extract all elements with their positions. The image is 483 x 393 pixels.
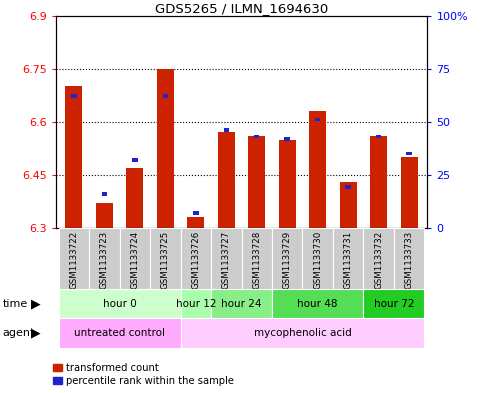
Text: hour 48: hour 48	[298, 299, 338, 309]
Bar	[309, 111, 326, 228]
Text: GSM1133722: GSM1133722	[70, 230, 78, 288]
Bar	[127, 168, 143, 228]
Text: GSM1133733: GSM1133733	[405, 230, 413, 288]
Bar	[132, 158, 138, 162]
Bar	[157, 69, 174, 228]
Text: GSM1133730: GSM1133730	[313, 230, 322, 288]
Bar	[181, 228, 211, 289]
Bar	[248, 136, 265, 228]
Bar	[302, 228, 333, 289]
Bar	[376, 134, 382, 138]
Legend: transformed count, percentile rank within the sample: transformed count, percentile rank withi…	[53, 363, 234, 386]
Text: GSM1133723: GSM1133723	[100, 230, 109, 288]
Text: hour 72: hour 72	[374, 299, 414, 309]
Bar	[315, 118, 320, 121]
Bar	[71, 94, 77, 98]
Bar	[187, 217, 204, 228]
Text: GSM1133729: GSM1133729	[283, 230, 292, 288]
Bar	[406, 152, 412, 155]
Bar	[181, 289, 211, 318]
Bar	[333, 228, 363, 289]
Bar	[345, 185, 351, 189]
Bar	[340, 182, 356, 228]
Bar	[193, 211, 199, 215]
Text: hour 24: hour 24	[221, 299, 262, 309]
Bar	[279, 140, 296, 228]
Text: GSM1133728: GSM1133728	[252, 230, 261, 288]
Bar	[218, 132, 235, 228]
Text: GSM1133724: GSM1133724	[130, 230, 139, 288]
Text: time: time	[2, 299, 28, 309]
Text: GSM1133727: GSM1133727	[222, 230, 231, 288]
Text: hour 12: hour 12	[175, 299, 216, 309]
Bar	[96, 203, 113, 228]
Bar	[224, 128, 229, 132]
Bar	[272, 228, 302, 289]
Text: ▶: ▶	[31, 327, 41, 340]
Bar	[394, 228, 425, 289]
Bar	[284, 137, 290, 141]
Bar	[89, 228, 120, 289]
Text: mycophenolic acid: mycophenolic acid	[254, 328, 351, 338]
Bar	[211, 228, 242, 289]
Text: agent: agent	[2, 328, 35, 338]
Title: GDS5265 / ILMN_1694630: GDS5265 / ILMN_1694630	[155, 2, 328, 15]
Bar	[101, 192, 107, 196]
Bar	[120, 228, 150, 289]
Bar	[211, 289, 272, 318]
Text: GSM1133725: GSM1133725	[161, 230, 170, 288]
Text: GSM1133732: GSM1133732	[374, 230, 383, 288]
Text: ▶: ▶	[31, 297, 41, 310]
Bar	[272, 289, 363, 318]
Bar	[58, 289, 181, 318]
Bar	[66, 86, 82, 228]
Bar	[363, 228, 394, 289]
Text: GSM1133726: GSM1133726	[191, 230, 200, 288]
Text: hour 0: hour 0	[103, 299, 136, 309]
Text: untreated control: untreated control	[74, 328, 165, 338]
Bar	[401, 157, 417, 228]
Text: GSM1133731: GSM1133731	[344, 230, 353, 288]
Bar	[254, 134, 259, 138]
Bar	[58, 228, 89, 289]
Bar	[370, 136, 387, 228]
Bar	[163, 94, 168, 98]
Bar	[58, 318, 181, 348]
Bar	[363, 289, 425, 318]
Bar	[242, 228, 272, 289]
Bar	[181, 318, 425, 348]
Bar	[150, 228, 181, 289]
